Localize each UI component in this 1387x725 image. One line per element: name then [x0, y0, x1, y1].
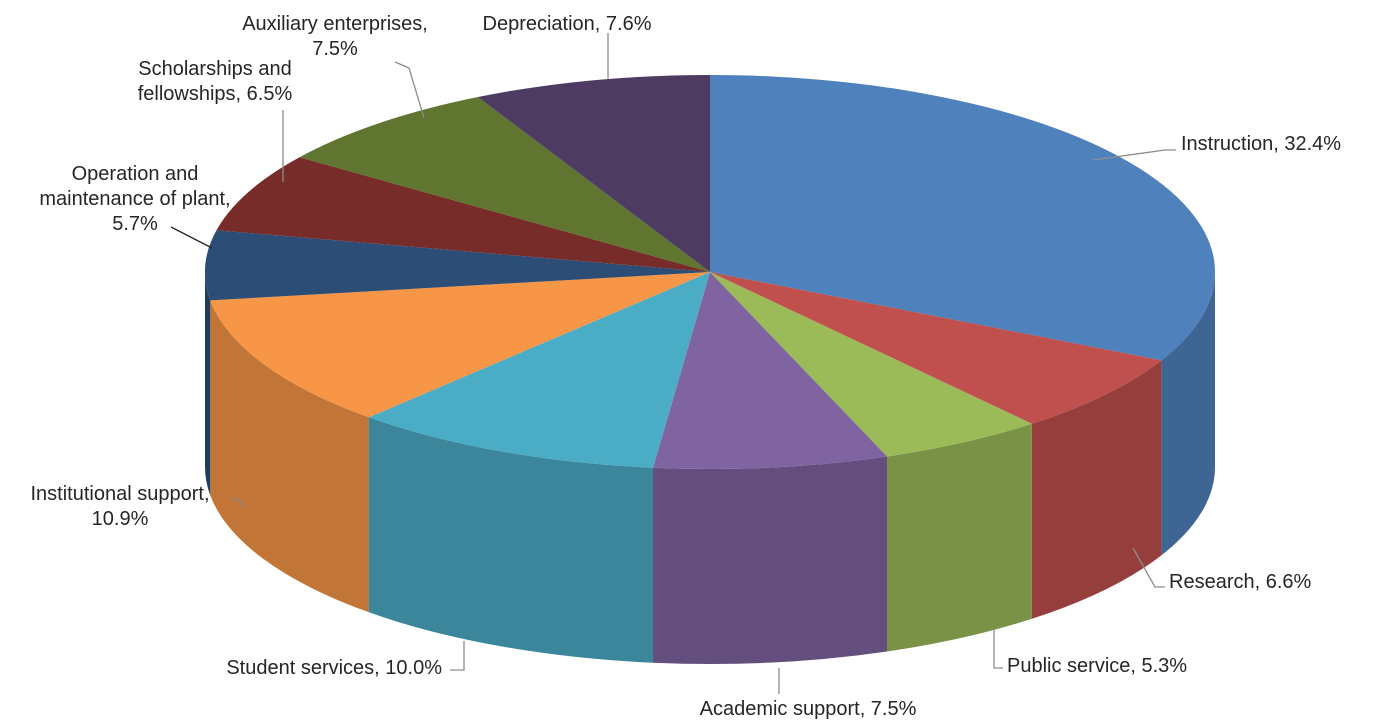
data-label-auxiliary-enterprises: Auxiliary enterprises, 7.5% — [242, 13, 428, 60]
data-label-line: 10.9% — [92, 508, 149, 530]
pie-slice-research — [710, 272, 1162, 424]
data-label-line: Student services, 10.0% — [226, 657, 442, 679]
data-label-scholarships-and-fellowships: Scholarships and fellowships, 6.5% — [138, 58, 293, 105]
data-label-line: 5.7% — [112, 213, 158, 235]
data-label-research: Research, 6.6% — [1169, 571, 1312, 593]
leader-line-research — [1132, 547, 1165, 588]
data-labels: Instruction, 32.4% Research, 6.6% Public s… — [31, 13, 1342, 720]
leader-line-public-service — [993, 630, 1003, 669]
pie-side-instruction — [1161, 272, 1215, 556]
pie-slice-instruction — [710, 75, 1215, 361]
data-label-student-services: Student services, 10.0% — [226, 657, 442, 679]
pie-side-institutional-support — [210, 300, 369, 613]
pie-side-operation-and-maintenance-of-plant — [205, 272, 211, 496]
pie-side-research — [1031, 360, 1162, 619]
data-label-line: Scholarships and — [138, 58, 291, 80]
pie-slice-academic-support — [653, 272, 888, 469]
pie-slice-scholarships-and-fellowships — [216, 157, 710, 272]
leader-line-institutional-support — [233, 496, 247, 507]
pie-slice-auxiliary-enterprises — [299, 97, 710, 273]
pie-slice-institutional-support — [210, 272, 711, 418]
data-label-line: Research, 6.6% — [1169, 571, 1312, 593]
data-label-line: maintenance of plant, — [39, 188, 230, 210]
leader-line-auxiliary-enterprises — [394, 61, 425, 119]
data-label-academic-support: Academic support, 7.5% — [700, 698, 917, 720]
leader-line-instruction — [1092, 149, 1176, 161]
data-label-line: Auxiliary enterprises, — [242, 13, 428, 35]
leader-line-operation-and-maintenance-of-plant — [170, 226, 213, 249]
pie-side-public-service — [887, 423, 1032, 652]
data-label-line: fellowships, 6.5% — [138, 83, 293, 105]
data-label-line: 7.5% — [312, 38, 358, 60]
pie-side-academic-support — [653, 456, 888, 664]
pie-side-walls — [205, 272, 1215, 664]
data-label-depreciation: Depreciation, 7.6% — [483, 13, 652, 35]
pie-side-student-services — [368, 417, 654, 663]
leader-line-student-services — [450, 641, 465, 671]
data-label-line: Instruction, 32.4% — [1181, 133, 1341, 155]
pie-slice-student-services — [368, 272, 710, 468]
pie-slice-public-service — [710, 272, 1032, 457]
leader-lines — [170, 33, 1176, 694]
data-label-line: Public service, 5.3% — [1007, 655, 1187, 677]
pie-slice-operation-and-maintenance-of-plant — [204, 230, 710, 301]
data-label-line: Academic support, 7.5% — [700, 698, 917, 720]
data-label-line: Institutional support, — [31, 483, 210, 505]
data-label-line: Depreciation, 7.6% — [483, 13, 652, 35]
pie-slice-depreciation — [477, 75, 710, 272]
data-label-institutional-support: Institutional support, 10.9% — [31, 483, 210, 530]
data-label-public-service: Public service, 5.3% — [1007, 655, 1187, 677]
data-label-instruction: Instruction, 32.4% — [1181, 133, 1341, 155]
data-label-operation-and-maintenance-of-plant: Operation and maintenance of plant, 5.7% — [39, 163, 230, 235]
pie-top-faces — [204, 75, 1215, 469]
data-label-line: Operation and — [72, 163, 199, 185]
